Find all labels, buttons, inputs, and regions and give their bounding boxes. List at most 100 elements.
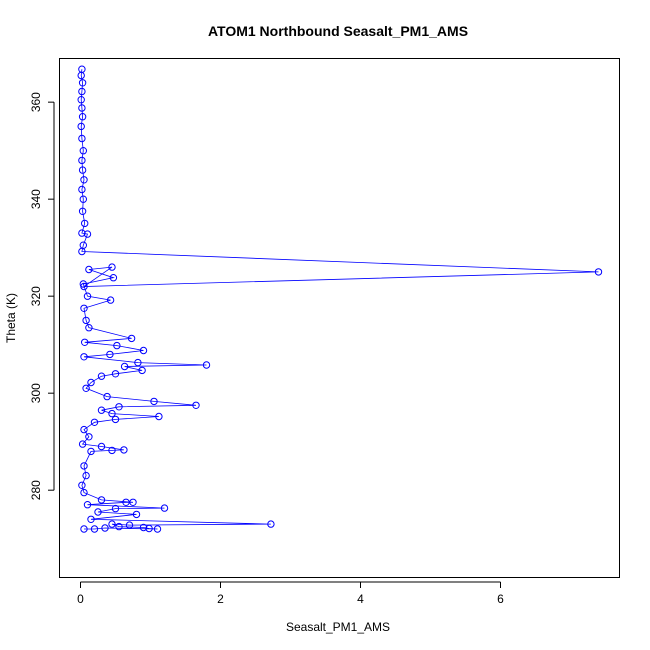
data-point xyxy=(134,358,142,367)
data-point xyxy=(83,501,92,509)
data-point xyxy=(94,508,102,516)
data-point xyxy=(80,304,88,312)
data-point xyxy=(138,366,146,375)
data-point xyxy=(85,433,93,441)
data-point xyxy=(80,462,88,470)
data-point xyxy=(122,498,130,506)
data-point xyxy=(90,418,99,426)
data-point xyxy=(97,372,106,380)
data-point xyxy=(108,263,116,271)
data-point xyxy=(78,440,87,448)
series-line xyxy=(80,69,599,530)
data-point xyxy=(81,219,89,228)
data-point xyxy=(97,442,106,451)
data-point xyxy=(78,113,87,121)
data-point xyxy=(120,446,128,454)
y-tick-label: 340 xyxy=(29,189,43,209)
data-point xyxy=(78,87,86,96)
data-point xyxy=(87,447,95,456)
x-tick-label: 6 xyxy=(497,592,504,606)
data-point xyxy=(81,338,89,346)
data-point xyxy=(108,446,116,455)
data-point xyxy=(78,156,86,165)
data-point xyxy=(85,324,93,332)
data-point xyxy=(78,79,87,87)
data-point xyxy=(125,521,134,529)
data-point xyxy=(139,346,148,355)
data-point xyxy=(77,122,85,131)
data-point xyxy=(115,522,123,531)
x-axis-label: Seasalt_PM1_AMS xyxy=(286,620,390,634)
data-point xyxy=(85,265,93,274)
data-point xyxy=(78,247,86,256)
data-point xyxy=(80,525,88,533)
data-point xyxy=(109,274,118,282)
data-point xyxy=(108,520,116,528)
data-point xyxy=(79,280,88,288)
data-point xyxy=(103,392,111,401)
data-point xyxy=(78,185,86,194)
data-point xyxy=(78,104,86,112)
data-point xyxy=(90,525,99,533)
data-point xyxy=(145,524,153,533)
data-point xyxy=(106,350,114,359)
x-axis: 0 2 4 6 xyxy=(77,581,504,606)
data-point xyxy=(78,207,87,216)
data-point xyxy=(111,504,120,513)
data-point xyxy=(267,520,275,528)
data-point xyxy=(120,362,129,371)
data-point xyxy=(78,229,86,237)
data-point xyxy=(139,523,148,532)
plot-frame xyxy=(59,58,620,578)
data-point xyxy=(192,401,200,409)
data-point xyxy=(115,403,123,411)
y-tick-label: 320 xyxy=(29,286,43,306)
data-point xyxy=(594,268,603,276)
data-point xyxy=(129,498,137,506)
data-point xyxy=(83,230,92,238)
y-axis-label: Theta (K) xyxy=(4,293,18,343)
data-point xyxy=(82,384,90,392)
y-tick-label: 280 xyxy=(29,480,43,500)
data-point xyxy=(202,361,211,369)
data-point xyxy=(79,195,88,203)
data-point xyxy=(77,71,85,80)
data-point xyxy=(160,504,169,512)
data-point xyxy=(78,134,86,143)
data-point xyxy=(150,397,158,406)
data-point xyxy=(78,166,87,174)
y-tick-label: 360 xyxy=(29,92,43,112)
data-point xyxy=(80,425,88,434)
data-point xyxy=(80,353,88,361)
data-point xyxy=(111,370,120,378)
x-tick-label: 4 xyxy=(357,592,364,606)
data-point xyxy=(108,409,116,418)
data-point xyxy=(87,378,95,387)
data-point xyxy=(101,524,109,532)
y-tick-label: 300 xyxy=(29,383,43,403)
data-point xyxy=(97,406,106,414)
data-point xyxy=(77,96,85,104)
data-point xyxy=(155,412,163,421)
y-axis: 280 300 320 340 360 xyxy=(29,92,55,500)
data-point xyxy=(79,147,88,155)
x-tick-label: 2 xyxy=(217,592,224,606)
data-point xyxy=(83,292,92,300)
data-point xyxy=(82,471,90,480)
data-point xyxy=(82,316,90,325)
data-point xyxy=(153,525,162,533)
data-point xyxy=(87,515,95,523)
data-point xyxy=(111,415,120,424)
data-point xyxy=(106,296,115,304)
data-point xyxy=(78,481,86,489)
chart-title: ATOM1 Northbound Seasalt_PM1_AMS xyxy=(208,23,468,39)
data-point xyxy=(80,488,88,497)
data-point xyxy=(127,334,136,343)
series-layer xyxy=(77,65,603,533)
x-tick-label: 0 xyxy=(77,592,84,606)
data-point xyxy=(132,510,141,519)
data-point xyxy=(113,341,121,350)
data-point xyxy=(80,176,88,184)
